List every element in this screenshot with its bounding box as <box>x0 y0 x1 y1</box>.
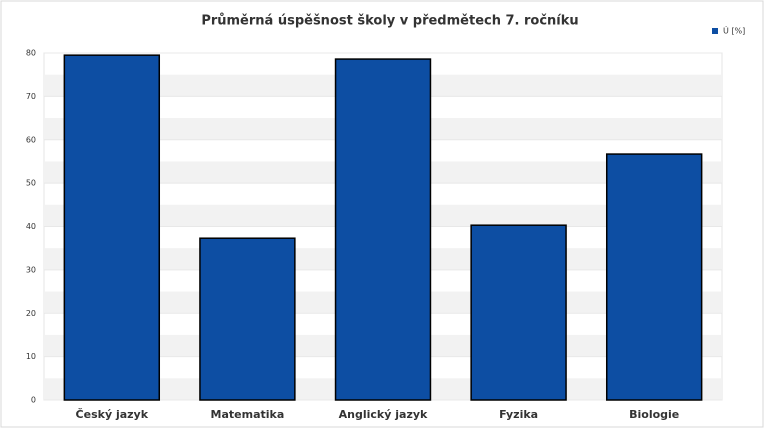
y-tick-label: 60 <box>26 135 36 144</box>
legend-swatch <box>712 28 718 34</box>
bar <box>334 58 432 401</box>
y-tick-label: 0 <box>31 396 36 405</box>
y-tick-label: 10 <box>26 352 36 361</box>
x-tick-label: Český jazyk <box>76 408 149 421</box>
x-tick-label: Matematika <box>211 408 285 421</box>
y-tick-label: 70 <box>26 92 36 101</box>
y-tick-label: 30 <box>26 265 36 274</box>
x-tick-label: Biologie <box>629 408 679 421</box>
bar <box>605 153 703 401</box>
legend-label: Ú [%] <box>723 25 745 36</box>
bar <box>470 224 567 401</box>
chart-title: Průměrná úspěšnost školy v předmětech 7.… <box>201 14 578 29</box>
y-tick-label: 40 <box>26 222 36 231</box>
x-tick-label: Fyzika <box>499 408 538 421</box>
y-tick-label: 20 <box>26 309 36 318</box>
x-tick-label: Anglický jazyk <box>339 408 428 421</box>
bar <box>63 54 161 401</box>
y-tick-label: 80 <box>26 49 36 58</box>
y-tick-label: 50 <box>26 179 36 188</box>
bar <box>199 237 296 401</box>
